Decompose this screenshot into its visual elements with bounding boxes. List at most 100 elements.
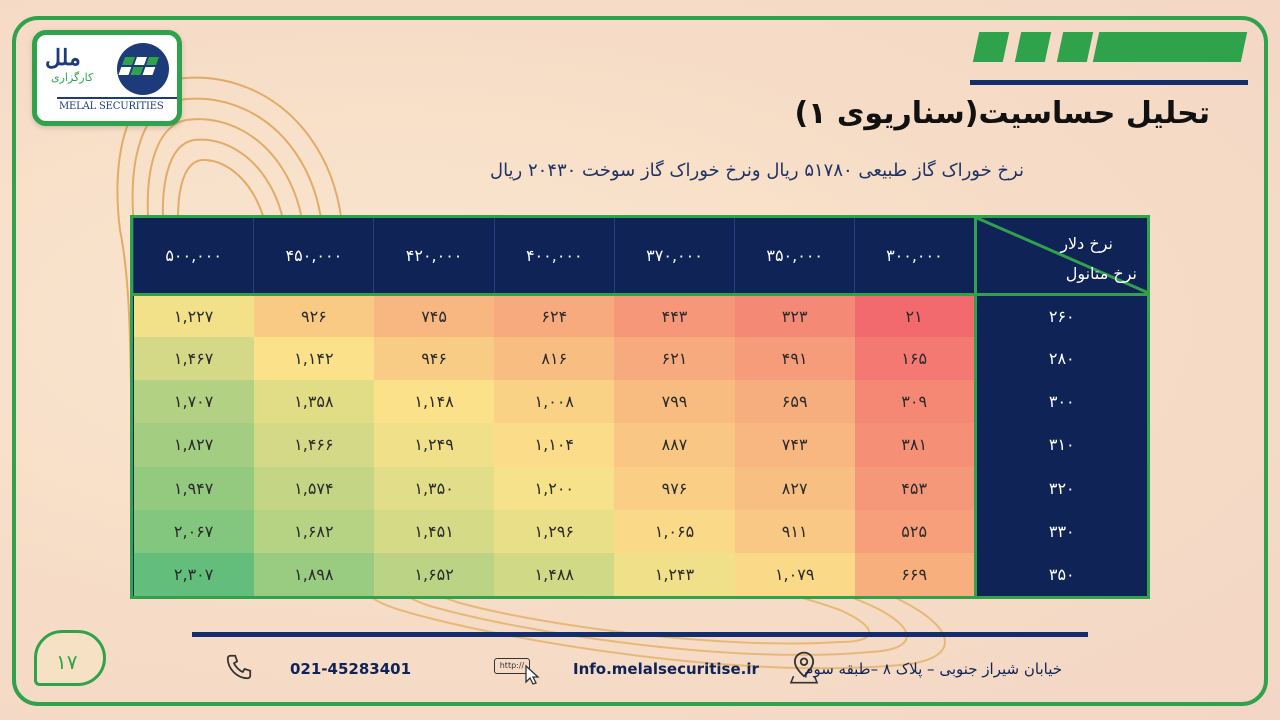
header-bar [1056,32,1094,62]
table-cell: ۹۷۶ [614,466,735,510]
table-cell: ۱,۵۷۴ [253,466,374,510]
column-header: ۵۰۰,۰۰۰ [132,218,254,296]
table-cell: ۱,۰۷۹ [734,552,855,596]
table-cell: ۱,۰۰۸ [494,380,615,424]
table-row: ۳۱۰ ۳۸۱ ۷۴۳ ۸۸۷ ۱,۱۰۴ ۱,۲۴۹ ۱,۴۶۶ ۱,۸۲۷ [133,423,1147,467]
row-header: ۳۵۰ [973,552,1147,596]
web-icon: http:// [494,656,544,686]
table-cell: ۱,۹۴۷ [133,466,254,510]
table-row: ۲۸۰ ۱۶۵ ۴۹۱ ۶۲۱ ۸۱۶ ۹۴۶ ۱,۱۴۲ ۱,۴۶۷ [133,337,1147,381]
table-cell: ۱,۱۴۸ [373,380,495,424]
table-cell: ۳۸۱ [854,423,975,467]
footer-email[interactable]: Info.melalsecuritise.ir [573,660,759,678]
footer-divider [192,632,1088,637]
table-cell: ۷۴۳ [734,423,855,467]
logo-latin-text: MELAL SECURITIES [59,101,164,112]
table-cell: ۱,۲۹۶ [494,509,615,553]
table-cell: ۹۱۱ [734,509,855,553]
table-cell: ۱,۸۲۷ [133,423,254,467]
header-decoration [970,32,1248,88]
sensitivity-table: نرخ دلار نرخ متانول ۳۰۰,۰۰۰ ۳۵۰,۰۰۰ ۳۷۰,… [130,215,1150,599]
cursor-icon [525,664,540,685]
column-header: ۳۰۰,۰۰۰ [854,218,975,296]
header-bar [1014,32,1052,62]
row-header: ۳۳۰ [973,509,1147,553]
logo-subtitle: کارگزاری [51,71,94,84]
table-cell: ۱۶۵ [854,337,975,381]
phone-icon [226,654,252,680]
table-cell: ۷۴۵ [373,294,495,338]
footer-address: خیابان شیراز جنوبی – پلاک ۸ –طبقه سوم [804,660,1062,678]
corner-divider [976,218,1147,293]
table-cell: ۸۲۷ [734,466,855,510]
melal-logo: ملل کارگزاری MELAL SECURITIES [32,30,182,126]
column-header: ۳۵۰,۰۰۰ [734,218,855,296]
logo-underline [57,97,177,99]
table-cell: ۱,۱۴۲ [253,337,374,381]
table-cell: ۱,۶۸۲ [253,509,374,553]
table-cell: ۱,۲۲۷ [133,294,254,338]
logo-name: ملل [45,45,81,71]
row-header: ۲۶۰ [973,294,1147,338]
row-header: ۳۱۰ [973,423,1147,467]
table-cell: ۱,۲۴۳ [614,552,735,596]
column-header: ۳۷۰,۰۰۰ [613,218,735,296]
corner-label-methanol: نرخ متانول [1065,264,1137,283]
table-cell: ۶۶۹ [854,552,975,596]
table-cell: ۳۰۹ [854,380,975,424]
table-cell: ۳۲۳ [734,294,855,338]
column-header: ۴۵۰,۰۰۰ [253,218,374,296]
table-cell: ۱,۸۹۸ [253,552,374,596]
table-cell: ۱,۲۴۹ [373,423,495,467]
location-pin-icon [789,651,819,684]
table-cell: ۵۲۵ [854,509,975,553]
table-cell: ۱,۳۵۸ [253,380,374,424]
table-cell: ۸۱۶ [494,337,615,381]
table-cell: ۱,۴۸۸ [494,552,615,596]
table-cell: ۱,۳۵۰ [373,466,495,510]
table-cell: ۹۴۶ [373,337,495,381]
page-subtitle: نرخ خوراک گاز طبیعی ۵۱۷۸۰ ریال ونرخ خورا… [489,160,1024,181]
header-bar [972,32,1010,62]
table-cell: ۱,۲۰۰ [494,466,615,510]
slide-frame [12,16,1268,706]
row-header: ۳۲۰ [973,466,1147,510]
footer-phone: 021-45283401 [290,660,412,678]
table-cell: ۴۵۳ [854,466,975,510]
table-cell: ۴۴۳ [614,294,735,338]
table-row: ۳۰۰ ۳۰۹ ۶۵۹ ۷۹۹ ۱,۰۰۸ ۱,۱۴۸ ۱,۳۵۸ ۱,۷۰۷ [133,380,1147,424]
table-header-row: نرخ دلار نرخ متانول ۳۰۰,۰۰۰ ۳۵۰,۰۰۰ ۳۷۰,… [132,218,1147,296]
page-number: ۱۷ [56,650,78,674]
table-cell: ۶۲۴ [494,294,615,338]
table-cell: ۱,۴۶۶ [253,423,374,467]
table-row: ۳۵۰ ۶۶۹ ۱,۰۷۹ ۱,۲۴۳ ۱,۴۸۸ ۱,۶۵۲ ۱,۸۹۸ ۲,۳۰۷ [133,552,1147,596]
column-header: ۴۲۰,۰۰۰ [373,218,495,296]
table-cell: ۶۲۱ [614,337,735,381]
corner-label-dollar: نرخ دلار [1060,234,1113,253]
page-title: تحلیل حساسیت(سناریوی ۱) [794,96,1210,131]
table-cell: ۸۸۷ [614,423,735,467]
table-row: ۳۳۰ ۵۲۵ ۹۱۱ ۱,۰۶۵ ۱,۲۹۶ ۱,۴۵۱ ۱,۶۸۲ ۲,۰۶۷ [133,509,1147,553]
table-cell: ۲۱ [854,294,975,338]
table-cell: ۱,۰۶۵ [614,509,735,553]
table-cell: ۲,۰۶۷ [133,509,254,553]
row-header: ۳۰۰ [973,380,1147,424]
table-row: ۳۲۰ ۴۵۳ ۸۲۷ ۹۷۶ ۱,۲۰۰ ۱,۳۵۰ ۱,۵۷۴ ۱,۹۴۷ [133,466,1147,510]
table-cell: ۲,۳۰۷ [133,552,254,596]
page-number-badge [34,630,106,686]
table-cell: ۱,۴۵۱ [373,509,495,553]
table-cell: ۹۲۶ [253,294,374,338]
table-corner-header: نرخ دلار نرخ متانول [973,218,1147,296]
row-header: ۲۸۰ [973,337,1147,381]
table-row: ۲۶۰ ۲۱ ۳۲۳ ۴۴۳ ۶۲۴ ۷۴۵ ۹۲۶ ۱,۲۲۷ [133,294,1147,338]
table-cell: ۱,۷۰۷ [133,380,254,424]
table-cell: ۱,۶۵۲ [373,552,495,596]
table-cell: ۱,۴۶۷ [133,337,254,381]
header-bar [1092,32,1248,62]
web-icon-url: http:// [494,658,530,674]
header-underline [970,80,1248,85]
table-cell: ۷۹۹ [614,380,735,424]
table-cell: ۴۹۱ [734,337,855,381]
table-cell: ۱,۱۰۴ [494,423,615,467]
column-header: ۴۰۰,۰۰۰ [493,218,615,296]
